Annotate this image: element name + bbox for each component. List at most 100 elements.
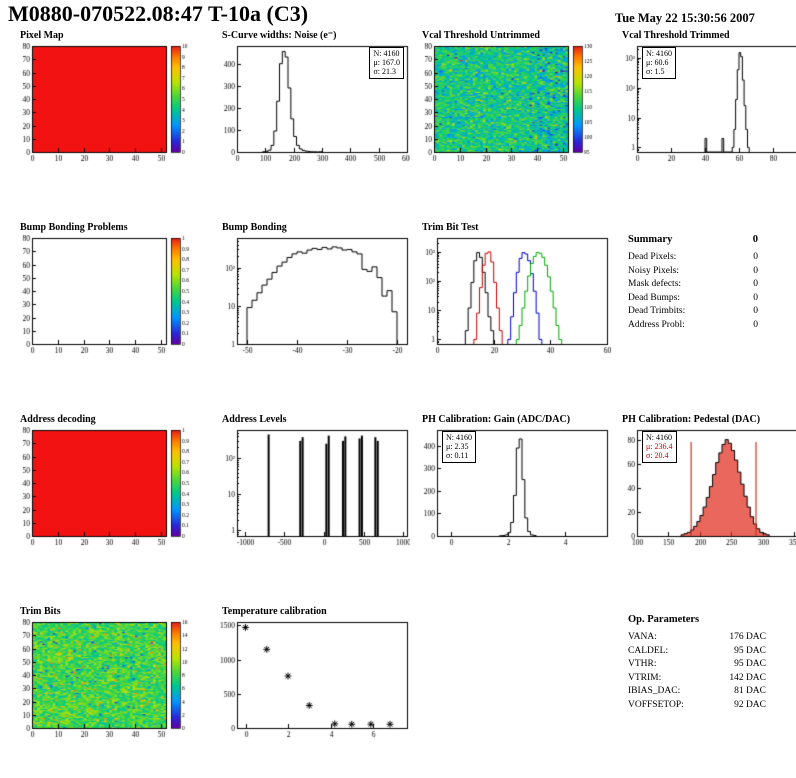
panel-row-label: Dead Pixels: <box>628 252 677 262</box>
plot-title: Vcal Threshold Trimmed <box>622 30 730 41</box>
address-levels-chart <box>210 427 414 551</box>
panel-row-label: VANA: <box>628 632 657 642</box>
stats-line: μ: 167.0 <box>373 58 400 67</box>
panel-row: Address Probl: 0 <box>628 319 758 333</box>
address-decoding-cell: Address decoding <box>8 414 212 586</box>
pixel-map-cell: Pixel Map <box>8 30 212 202</box>
plot-title: PH Calibration: Gain (ADC/DAC) <box>422 414 571 425</box>
bump-problems-cell: Bump Bonding Problems <box>8 222 212 394</box>
plot-title: PH Calibration: Pedestal (DAC) <box>622 414 761 425</box>
panel-row-label: Dead Trimbits: <box>628 306 686 316</box>
stats-box: N: 4160 μ: 167.0 σ: 21.3 <box>369 47 404 79</box>
stats-box: N: 4160 μ: 236.4 σ: 20.4 <box>642 431 677 463</box>
op-parameters-title: Op. Parameters <box>628 614 700 625</box>
plot-title: Trim Bit Test <box>422 222 479 233</box>
bump-problems-chart <box>8 235 212 359</box>
stats-line: μ: 2.35 <box>446 442 469 451</box>
plot-title: Temperature calibration <box>222 606 327 617</box>
stats-line: N: 4160 <box>446 433 472 442</box>
vcal-untrimmed-chart <box>410 43 614 167</box>
plot-title: Pixel Map <box>20 30 64 41</box>
panel-row: Mask defects: 0 <box>628 278 758 292</box>
timestamp: Tue May 22 15:30:56 2007 <box>615 11 755 25</box>
ph-gain-cell: PH Calibration: Gain (ADC/DAC) N: 4160 μ:… <box>410 414 614 586</box>
plot-title: S-Curve widths: Noise (e⁻) <box>222 30 337 41</box>
panel-row: VTHR: 95 DAC <box>628 658 766 672</box>
panel-row-label: Noisy Pixels: <box>628 265 679 276</box>
panel-row-value: 142 DAC <box>729 672 766 683</box>
panel-row-value: 95 DAC <box>734 645 766 656</box>
stats-line: σ: 1.5 <box>646 67 665 76</box>
temperature-cell: Temperature calibration <box>210 606 414 778</box>
address-decoding-chart <box>8 427 212 551</box>
panel-row: VTRIM: 142 DAC <box>628 672 766 686</box>
panel-row-value: 0 <box>753 319 758 330</box>
plot-title: Bump Bonding Problems <box>20 222 128 233</box>
pixel-map-chart <box>8 43 212 167</box>
summary-panel: Summary 0 Dead Pixels: 0 Noisy Pixels: 0 Mas… <box>610 222 796 394</box>
panel-row-label: VOFFSETOP: <box>628 699 684 710</box>
temperature-chart <box>210 619 414 743</box>
panel-row-value: 81 DAC <box>734 686 766 696</box>
stats-line: μ: 236.4 <box>646 442 673 451</box>
address-levels-cell: Address Levels <box>210 414 414 586</box>
vcal-trimmed-chart <box>610 43 796 167</box>
page-title: M0880-070522.08:47 T-10a (C3) <box>8 1 309 26</box>
stats-line: σ: 20.4 <box>646 451 669 460</box>
op-parameters-panel: Op. Parameters VANA: 176 DAC CALDEL: 95 DAC… <box>610 606 796 778</box>
panel-row-label: IBIAS_DAC: <box>628 686 681 696</box>
panel-row-label: Mask defects: <box>628 279 682 289</box>
panel-row-label: VTHR: <box>628 659 657 669</box>
stats-box: N: 4160 μ: 60.6 σ: 1.5 <box>642 47 676 79</box>
plot-title: Vcal Threshold Untrimmed <box>422 30 540 41</box>
panel-row: Dead Pixels: 0 <box>628 251 758 265</box>
summary-rows: Dead Pixels: 0 Noisy Pixels: 0 Mask defects:… <box>628 251 758 332</box>
scurve-noise-cell: S-Curve widths: Noise (e⁻) N: 4160 μ: 167… <box>210 30 414 202</box>
panel-row-label: Address Probl: <box>628 319 685 330</box>
panel-row: Dead Trimbits: 0 <box>628 305 758 319</box>
stats-box: N: 4160 μ: 2.35 σ: 0.11 <box>442 431 476 463</box>
panel-row: IBIAS_DAC: 81 DAC <box>628 685 766 699</box>
trim-bits-chart <box>8 619 212 743</box>
plot-title: Address Levels <box>222 414 287 425</box>
panel-row-value: 176 DAC <box>729 632 766 642</box>
stats-line: N: 4160 <box>646 49 672 58</box>
panel-row-value: 0 <box>753 279 758 289</box>
panel-row: Dead Bumps: 0 <box>628 292 758 306</box>
panel-row-value: 0 <box>753 252 758 262</box>
stats-line: σ: 0.11 <box>446 451 469 460</box>
stats-line: μ: 60.6 <box>646 58 669 67</box>
panel-row: Noisy Pixels: 0 <box>628 265 758 279</box>
panel-row-value: 95 DAC <box>734 659 766 669</box>
plot-title: Bump Bonding <box>222 222 287 233</box>
stats-line: N: 4160 <box>646 433 672 442</box>
summary-title: Summary <box>628 234 673 245</box>
panel-row-value: 0 <box>753 306 758 316</box>
summary-total: 0 <box>752 234 758 245</box>
panel-row: CALDEL: 95 DAC <box>628 645 766 659</box>
bump-bonding-chart <box>210 235 414 359</box>
panel-row-label: CALDEL: <box>628 645 669 656</box>
panel-row: VOFFSETOP: 92 DAC <box>628 699 766 713</box>
plot-title: Trim Bits <box>20 606 61 617</box>
panel-row-value: 92 DAC <box>734 699 766 710</box>
panel-row-value: 0 <box>753 292 758 303</box>
vcal-trimmed-cell: Vcal Threshold Trimmed N: 4160 μ: 60.6 σ: … <box>610 30 796 202</box>
stats-line: N: 4160 <box>373 49 400 58</box>
bump-bonding-cell: Bump Bonding <box>210 222 414 394</box>
stats-line: σ: 21.3 <box>373 67 397 76</box>
ph-pedestal-chart <box>610 427 796 551</box>
trim-bits-cell: Trim Bits <box>8 606 212 778</box>
op-parameter-rows: VANA: 176 DAC CALDEL: 95 DAC VTHR: 95 DAC VTRI… <box>628 631 766 712</box>
panel-row-label: VTRIM: <box>628 672 662 683</box>
vcal-untrimmed-cell: Vcal Threshold Untrimmed <box>410 30 614 202</box>
trim-bit-test-cell: Trim Bit Test <box>410 222 614 394</box>
ph-gain-chart <box>410 427 614 551</box>
plot-title: Address decoding <box>20 414 96 425</box>
panel-row: VANA: 176 DAC <box>628 631 766 645</box>
panel-row-label: Dead Bumps: <box>628 292 680 303</box>
trim-bit-test-chart <box>410 235 614 359</box>
ph-pedestal-cell: PH Calibration: Pedestal (DAC) N: 4160 μ:… <box>610 414 796 586</box>
panel-row-value: 0 <box>753 265 758 276</box>
